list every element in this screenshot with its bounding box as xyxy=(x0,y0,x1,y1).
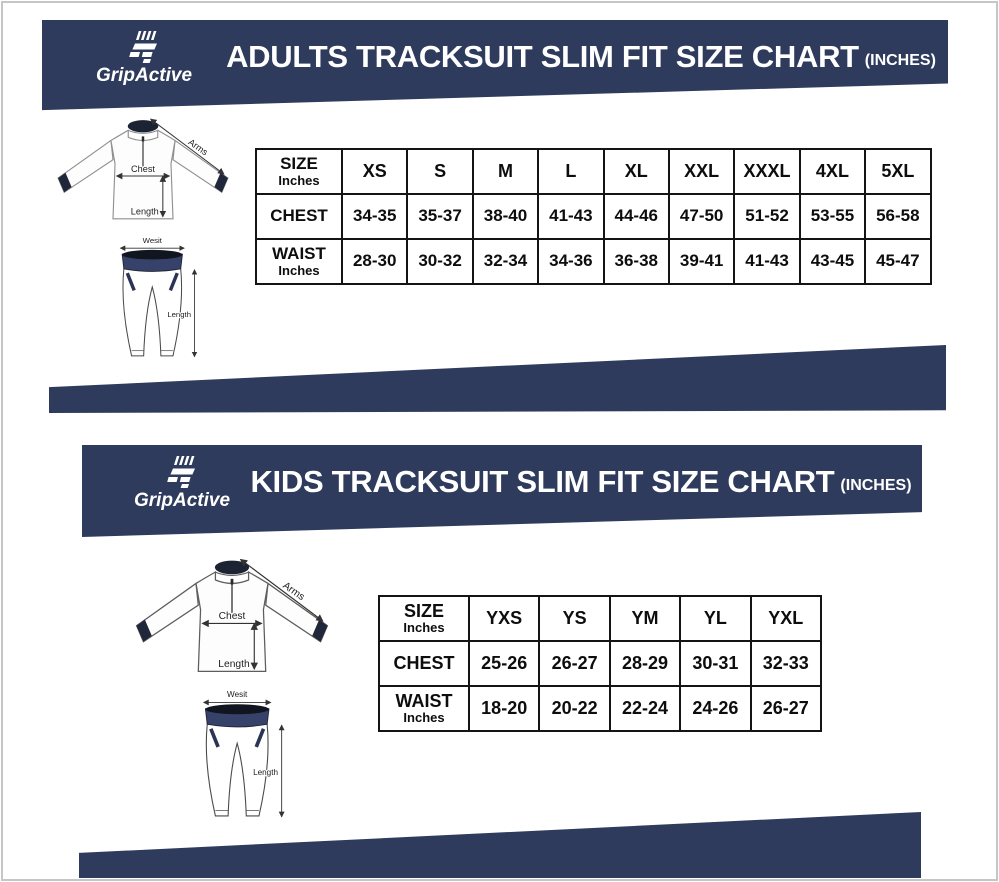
table-cell: 36-38 xyxy=(602,238,670,285)
adults-pants-length-label: Length xyxy=(167,310,191,319)
column-header-xxl: XXL xyxy=(667,148,736,195)
table-cell: 38-40 xyxy=(471,193,540,240)
table-cell: 34-35 xyxy=(340,193,409,240)
table-cell: 53-55 xyxy=(798,193,867,240)
adults-jacket-length-label: Length xyxy=(131,207,159,217)
table-cell: 35-37 xyxy=(406,193,474,240)
table-cell: 25-26 xyxy=(467,640,541,687)
kids-title-text: KIDS TRACKSUIT SLIM FIT SIZE CHART xyxy=(250,464,835,499)
adults-chest-row-label: CHEST xyxy=(255,193,343,240)
column-header-ys: YS xyxy=(538,595,611,642)
table-cell: 47-50 xyxy=(667,193,736,240)
waist-sub-label: Inches xyxy=(403,710,445,726)
table-cell: 32-34 xyxy=(471,238,540,285)
adults-title: ADULTS TRACKSUIT SLIM FIT SIZE CHART (IN… xyxy=(222,20,940,94)
table-cell: 24-26 xyxy=(679,685,752,732)
column-header-yxl: YXL xyxy=(749,595,822,642)
size-label: SIZE xyxy=(403,600,444,621)
column-header-5xl: 5XL xyxy=(864,148,932,195)
column-header-s: S xyxy=(406,148,474,195)
column-header-m: M xyxy=(471,148,540,195)
table-cell: 34-36 xyxy=(537,238,605,285)
column-header-4xl: 4XL xyxy=(798,148,867,195)
column-header-xxxl: XXXL xyxy=(733,148,801,195)
adults-title-units: (INCHES) xyxy=(864,52,936,69)
brand-name: GripActive xyxy=(95,65,193,86)
waist-sub-label: Inches xyxy=(278,262,320,278)
size-sub-label: Inches xyxy=(403,620,445,636)
size-sub-label: Inches xyxy=(278,172,320,188)
column-header-l: L xyxy=(537,148,605,195)
size-label: SIZE xyxy=(280,154,318,174)
adults-waist-row-label: WAIST Inches xyxy=(255,238,343,285)
adults-pants-diagram: Wesit Length xyxy=(119,235,198,358)
table-cell: 56-58 xyxy=(864,193,932,240)
kids-chest-label: Chest xyxy=(219,611,246,622)
kids-waist-row-label: WAIST Inches xyxy=(378,685,470,732)
column-header-ym: YM xyxy=(608,595,682,642)
kids-waist-label: Wesit xyxy=(227,690,248,699)
adults-header-banner: GripActive ADULTS TRACKSUIT SLIM FIT SIZ… xyxy=(42,20,948,111)
brand-logo: GripActive xyxy=(116,455,248,512)
kids-title-units: (INCHES) xyxy=(840,477,912,494)
adults-chest-label: Chest xyxy=(131,164,155,174)
grip-active-fist-icon xyxy=(167,456,195,488)
adults-size-header: SIZE Inches xyxy=(255,148,343,195)
adults-waist-label: Wesit xyxy=(143,236,163,245)
table-cell: 41-43 xyxy=(537,193,605,240)
kids-pants-length-label: Length xyxy=(253,768,278,777)
table-cell: 28-29 xyxy=(608,640,682,687)
kids-size-header: SIZE Inches xyxy=(378,595,470,642)
table-cell: 26-27 xyxy=(538,640,611,687)
kids-chest-row: CHEST 25-26 26-27 28-29 30-31 32-33 xyxy=(378,640,822,687)
brand-name: GripActive xyxy=(133,490,231,511)
kids-pants-diagram: Wesit Length xyxy=(202,689,285,818)
table-cell: 30-31 xyxy=(679,640,752,687)
table-cell: 18-20 xyxy=(467,685,541,732)
table-cell: 41-43 xyxy=(733,238,801,285)
kids-header-banner: GripActive KIDS TRACKSUIT SLIM FIT SIZE … xyxy=(82,445,922,537)
table-cell: 43-45 xyxy=(798,238,867,285)
kids-jacket-diagram: Chest Length Arms xyxy=(135,558,329,673)
waist-label: WAIST xyxy=(272,244,326,264)
table-cell: 26-27 xyxy=(749,685,822,732)
column-header-yl: YL xyxy=(679,595,752,642)
table-cell: 45-47 xyxy=(864,238,932,285)
table-cell: 51-52 xyxy=(733,193,801,240)
adults-jacket-diagram: Chest Length Arms xyxy=(57,118,229,220)
waist-label: WAIST xyxy=(395,690,453,711)
adults-waist-row: WAIST Inches 28-30 30-32 32-34 34-36 36-… xyxy=(255,238,932,285)
chest-label: CHEST xyxy=(393,652,455,673)
adults-title-text: ADULTS TRACKSUIT SLIM FIT SIZE CHART xyxy=(226,39,859,74)
column-header-xl: XL xyxy=(602,148,670,195)
column-header-xs: XS xyxy=(340,148,409,195)
adults-header-row: SIZE Inches XS S M L XL XXL XXXL 4XL 5XL xyxy=(255,148,932,195)
kids-title: KIDS TRACKSUIT SLIM FIT SIZE CHART (INCH… xyxy=(250,445,912,519)
table-cell: 32-33 xyxy=(749,640,822,687)
kids-chest-row-label: CHEST xyxy=(378,640,470,687)
adults-size-table: SIZE Inches XS S M L XL XXL XXXL 4XL 5XL… xyxy=(255,148,932,285)
table-cell: 30-32 xyxy=(406,238,474,285)
table-cell: 39-41 xyxy=(667,238,736,285)
kids-header-row: SIZE Inches YXS YS YM YL YXL xyxy=(378,595,822,642)
chest-label: CHEST xyxy=(270,206,328,226)
kids-size-table: SIZE Inches YXS YS YM YL YXL CHEST 25-26… xyxy=(378,595,822,732)
kids-waist-row: WAIST Inches 18-20 20-22 22-24 24-26 26-… xyxy=(378,685,822,732)
adults-chest-row: CHEST 34-35 35-37 38-40 41-43 44-46 47-5… xyxy=(255,193,932,240)
table-cell: 22-24 xyxy=(608,685,682,732)
table-cell: 44-46 xyxy=(602,193,670,240)
column-header-yxs: YXS xyxy=(467,595,541,642)
grip-active-fist-icon xyxy=(129,31,157,63)
table-cell: 20-22 xyxy=(538,685,611,732)
table-cell: 28-30 xyxy=(340,238,409,285)
kids-jacket-length-label: Length xyxy=(218,659,250,670)
brand-logo: GripActive xyxy=(78,30,210,87)
